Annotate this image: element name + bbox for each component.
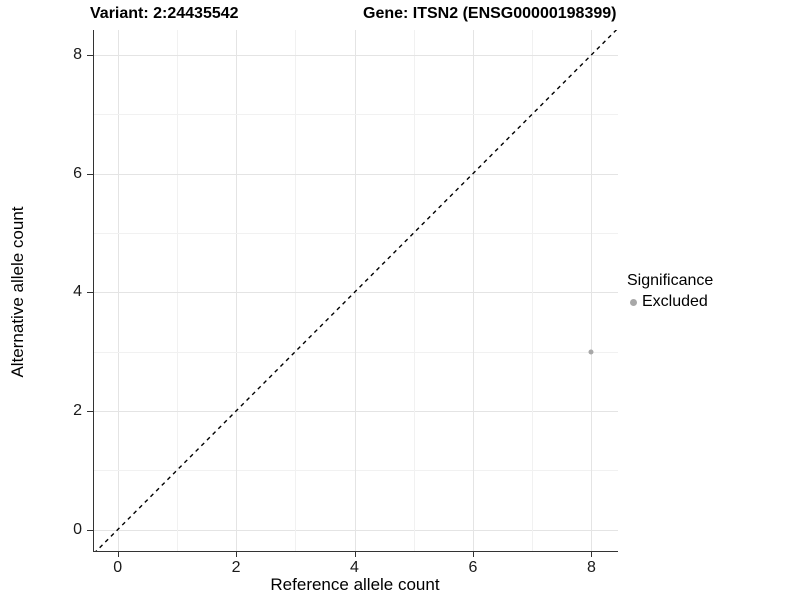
x-axis-tick xyxy=(354,551,356,557)
gridline-vertical xyxy=(532,30,534,551)
x-axis-tick-label: 0 xyxy=(113,559,123,576)
gridline-horizontal xyxy=(94,411,618,412)
y-axis-tick-label: 0 xyxy=(73,520,82,538)
data-point xyxy=(588,349,594,355)
y-axis-tick xyxy=(87,411,93,412)
y-axis-tick xyxy=(87,529,93,531)
gridline-horizontal xyxy=(94,232,618,234)
gridline-vertical xyxy=(413,30,415,551)
legend-entry-label: Excluded xyxy=(642,293,708,310)
y-axis-tick-label: 8 xyxy=(73,45,82,63)
x-axis-tick xyxy=(117,551,119,557)
legend-entries: Excluded xyxy=(627,293,713,311)
gridline-vertical xyxy=(176,30,178,551)
gridline-horizontal xyxy=(94,54,618,56)
y-axis-tick-label: 4 xyxy=(73,283,82,301)
x-axis-tick-label: 4 xyxy=(350,559,359,576)
x-axis-tick xyxy=(236,551,238,557)
gridline-horizontal xyxy=(94,529,618,531)
gridline-vertical xyxy=(117,30,119,551)
legend-entry: Excluded xyxy=(630,293,713,311)
x-axis-tick-label: 6 xyxy=(468,559,478,576)
y-axis-tick xyxy=(87,54,93,56)
gridline-horizontal xyxy=(94,292,618,294)
gridline-horizontal xyxy=(94,351,618,353)
y-axis-tick-label: 2 xyxy=(73,402,82,419)
gridline-horizontal xyxy=(94,173,618,175)
gridline-vertical xyxy=(354,30,356,551)
legend-title: Significance xyxy=(627,272,714,289)
plot-title-gene: Gene: ITSN2 (ENSG00000198399) xyxy=(363,5,617,22)
legend: Significance Excluded xyxy=(627,272,713,311)
gridline-vertical xyxy=(295,30,297,551)
gridline-vertical xyxy=(236,30,238,551)
y-axis-title: Alternative allele count xyxy=(8,206,27,378)
gridline-horizontal xyxy=(94,470,618,472)
gridline-vertical xyxy=(472,30,474,551)
x-axis-tick-label: 2 xyxy=(231,559,241,576)
y-axis-tick xyxy=(87,173,93,175)
plot-title-variant: Variant: 2:24435542 xyxy=(90,5,239,22)
y-axis-tick xyxy=(87,292,93,294)
x-axis-title: Reference allele count xyxy=(270,575,440,594)
identity-line xyxy=(95,30,618,551)
x-axis-tick xyxy=(472,551,474,557)
y-axis-tick-label: 6 xyxy=(73,164,82,182)
plot-panel: 0 2 4 6 8 0 2 4 6 8 xyxy=(73,30,618,576)
gridline-horizontal xyxy=(94,114,618,116)
legend-key-dot xyxy=(630,298,637,306)
x-axis-tick-label: 8 xyxy=(586,559,596,576)
gridline-vertical xyxy=(591,30,593,551)
x-axis-tick xyxy=(591,551,593,557)
